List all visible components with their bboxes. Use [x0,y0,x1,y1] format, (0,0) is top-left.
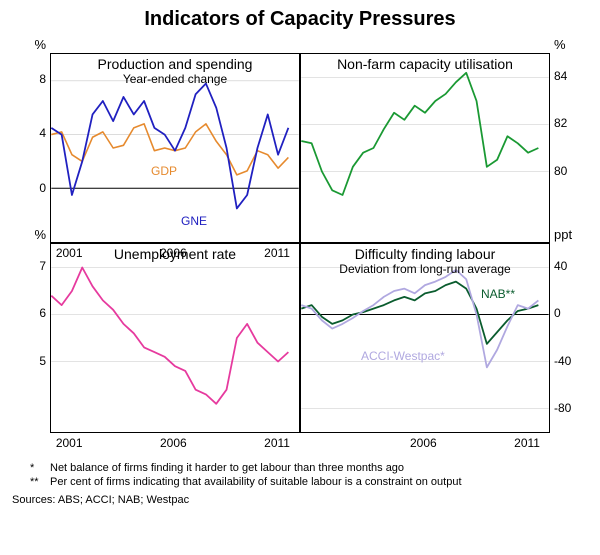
axis-unit-left: % [34,227,46,242]
series-unemployment [51,268,288,404]
xtick-label: 2001 [56,436,83,450]
series-label-gdp: GDP [151,164,177,178]
panel-p1: Production and spendingYear-ended change… [50,53,300,243]
footnote-text: Net balance of firms finding it harder t… [50,461,404,475]
axis-unit-right: % [554,37,566,52]
ytick-label: -40 [554,354,571,368]
footnote-text: Per cent of firms indicating that availa… [50,475,462,489]
panel-p4: Difficulty finding labourDeviation from … [300,243,550,433]
ytick-label: 7 [39,259,46,273]
footnote-row: *Net balance of firms finding it harder … [30,461,590,475]
series-gne [51,84,288,209]
ytick-label: 84 [554,69,567,83]
main-title: Indicators of Capacity Pressures [10,8,590,31]
ytick-label: 40 [554,259,567,273]
footnote-row: **Per cent of firms indicating that avai… [30,475,590,489]
panel-title: Unemployment rate [51,246,299,262]
ytick-label: 80 [554,164,567,178]
axis-unit-right: ppt [554,227,572,242]
chart-area: Production and spendingYear-ended change… [10,35,590,455]
panel-subtitle: Deviation from long-run average [301,262,549,276]
xtick-label: 2006 [160,436,187,450]
xtick-label: 2011 [514,436,540,450]
series-capacity [301,73,538,195]
axis-unit-left: % [34,37,46,52]
series-label-nab: NAB** [481,287,515,301]
panel-title: Non-farm capacity utilisation [301,56,549,72]
series-label-gne: GNE [181,214,207,228]
panel-svg [301,54,549,242]
ytick-label: 6 [39,306,46,320]
ytick-label: 5 [39,354,46,368]
ytick-label: 4 [39,126,46,140]
ytick-label: 82 [554,116,567,130]
panel-p3: Unemployment rate [50,243,300,433]
chart-container: Indicators of Capacity Pressures Product… [0,0,600,516]
ytick-label: 0 [39,181,46,195]
panel-svg [51,244,299,432]
panel-subtitle: Year-ended change [51,72,299,86]
footnote-marker: ** [30,475,50,489]
series-label-acci: ACCI-Westpac* [361,349,445,363]
ytick-label: -80 [554,401,571,415]
footnotes: *Net balance of firms finding it harder … [10,461,590,490]
footnote-marker: * [30,461,50,475]
sources-line: Sources: ABS; ACCI; NAB; Westpac [10,494,590,506]
ytick-label: 8 [39,72,46,86]
panel-title: Production and spending [51,56,299,72]
panel-p2: Non-farm capacity utilisation [300,53,550,243]
ytick-label: 0 [554,306,561,320]
xtick-label: 2006 [410,436,437,450]
xtick-label: 2011 [264,436,290,450]
panel-title: Difficulty finding labour [301,246,549,262]
